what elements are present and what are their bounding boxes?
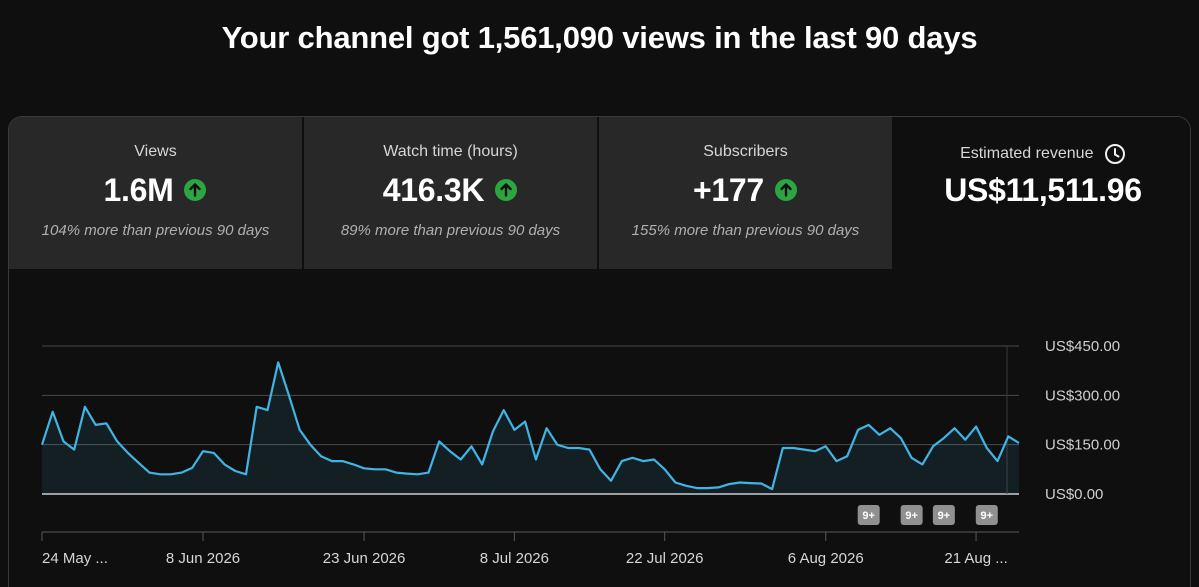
y-tick-label: US$450.00 (1045, 338, 1120, 355)
tab-label: Estimated revenue (894, 143, 1190, 165)
metric-value: US$11,511.96 (944, 171, 1142, 208)
x-tick-label: 21 Aug ... (944, 550, 1007, 567)
tab-label: Views (134, 143, 177, 160)
comparison-text: 104% more than previous 90 days (41, 222, 270, 239)
revenue-chart: US$0.00 US$150.00 US$300.00 US$450.00 9+ 9+ 9+… (40, 338, 1120, 567)
tab-watch-time[interactable]: Watch time (hours) 416.3K 89% more than … (304, 117, 597, 269)
annotation-badge-label: 9+ (862, 510, 875, 522)
x-tick-label: 8 Jun 2026 (166, 550, 240, 567)
y-tick-label: US$0.00 (1045, 486, 1103, 503)
tab-label-text: Estimated revenue (960, 145, 1094, 163)
series-area (42, 362, 1019, 494)
annotation-badge (900, 505, 923, 525)
series-line (40, 361, 1020, 491)
headline: Your channel got 1,561,090 views in the … (221, 20, 978, 55)
arrow-up-circle-icon (184, 179, 207, 201)
arrow-up-circle-icon (495, 179, 518, 201)
clock-icon[interactable] (1104, 143, 1126, 165)
x-tick-label: 24 May ... (42, 550, 108, 567)
analytics-card: Views 1.6M 104% more than previous 90 da… (8, 116, 1191, 587)
y-tick-label: US$300.00 (1045, 387, 1120, 404)
annotation-badge-label: 9+ (905, 510, 918, 522)
x-tick-label: 6 Aug 2026 (788, 550, 864, 567)
comparison-text: 89% more than previous 90 days (340, 222, 561, 239)
x-tick-label: 23 Jun 2026 (323, 550, 406, 567)
annotation-badge-label: 9+ (938, 510, 951, 522)
arrow-up-circle-icon (774, 179, 797, 201)
annotation-badge-label: 9+ (981, 510, 994, 522)
comparison-text: 155% more than previous 90 days (631, 222, 860, 239)
annotation-badge (975, 505, 998, 525)
y-tick-label: US$150.00 (1045, 437, 1120, 454)
metric-value: +177 (693, 171, 764, 208)
annotation-badge (857, 505, 880, 525)
metric-value: 1.6M (103, 171, 174, 208)
tab-label: Watch time (hours) (383, 143, 518, 160)
tab-label: Subscribers (703, 143, 788, 160)
tab-subscribers[interactable]: Subscribers +177 155% more than previous… (599, 117, 892, 269)
metric-value: 416.3K (382, 171, 485, 208)
annotation-badge (932, 505, 955, 525)
x-tick-label: 22 Jul 2026 (626, 550, 704, 567)
tab-estimated-revenue[interactable]: Estimated revenue US$11,511.96 (894, 117, 1190, 269)
metric-tabs: Views 1.6M 104% more than previous 90 da… (9, 117, 1190, 269)
x-tick-label: 8 Jul 2026 (480, 550, 549, 567)
tab-views[interactable]: Views 1.6M 104% more than previous 90 da… (9, 117, 302, 269)
